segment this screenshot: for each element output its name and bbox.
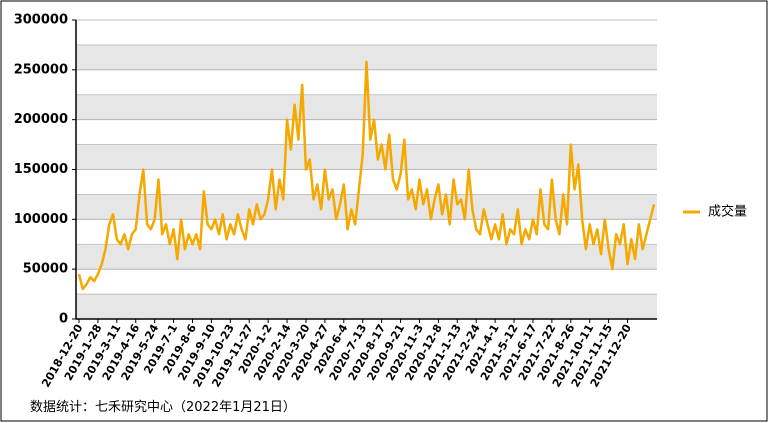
- grid-band: [76, 194, 657, 220]
- grid-band: [76, 294, 657, 319]
- grid-band: [76, 244, 657, 270]
- legend-label: 成交量: [708, 204, 747, 220]
- series-line: [77, 60, 656, 291]
- y-tick-label: 150000: [14, 162, 68, 177]
- y-tick-label: 200000: [14, 112, 68, 127]
- source-note: 数据统计：七禾研究中心（2022年1月21日）: [30, 400, 296, 415]
- grid-band: [76, 94, 657, 120]
- y-tick-label: 100000: [14, 212, 68, 227]
- y-tick-label: 250000: [14, 62, 68, 77]
- y-tick-label: 0: [59, 312, 68, 327]
- y-tick-label: 50000: [23, 262, 68, 277]
- y-tick-label: 300000: [14, 13, 68, 28]
- grid-band: [76, 144, 657, 170]
